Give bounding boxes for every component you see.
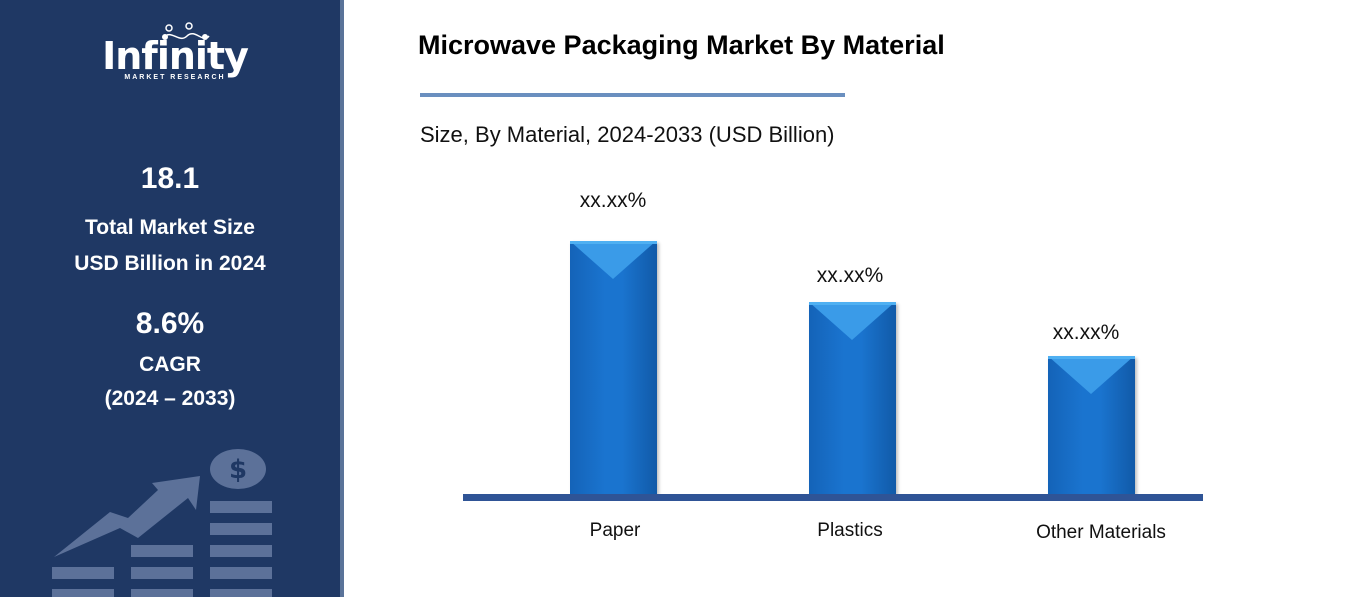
sidebar-panel: Infinity MARKET RESEARCH 18.1 Total Mark… — [0, 0, 340, 597]
bar-label-plastics: xx.xx% — [816, 264, 884, 287]
cagr-period: (2024 – 2033) — [104, 387, 236, 410]
dollar-icon: $ — [229, 455, 247, 485]
bar-other-materials — [1048, 356, 1135, 494]
cagr-value: 8.6% — [135, 307, 205, 340]
bar-label-paper: xx.xx% — [579, 189, 647, 212]
market-size-value: 18.1 — [140, 162, 200, 195]
x-axis-line — [463, 494, 1203, 501]
category-label-plastics: Plastics — [817, 520, 883, 541]
brand-tagline: MARKET RESEARCH — [124, 74, 226, 81]
bar-plastics — [809, 302, 896, 494]
market-size-label: Total Market Size — [85, 216, 255, 239]
bar-paper — [570, 241, 657, 494]
brand-logo: Infinity MARKET RESEARCH — [95, 22, 255, 92]
infinity-logo-icon — [162, 22, 210, 40]
chart-subtitle: Size, By Material, 2024-2033 (USD Billio… — [420, 122, 835, 147]
brand-name: Infinity — [102, 34, 249, 78]
title-divider — [420, 93, 845, 97]
cagr-label: CAGR — [139, 353, 201, 376]
category-label-other-materials: Other Materials — [1036, 522, 1166, 543]
chart-title: Microwave Packaging Market By Material — [418, 30, 945, 60]
growth-chart-icon: $ — [52, 449, 272, 597]
market-size-unit: USD Billion in 2024 — [74, 252, 266, 275]
sidebar-edge — [340, 0, 344, 597]
bar-label-other-materials: xx.xx% — [1052, 321, 1120, 344]
category-label-paper: Paper — [589, 520, 641, 541]
